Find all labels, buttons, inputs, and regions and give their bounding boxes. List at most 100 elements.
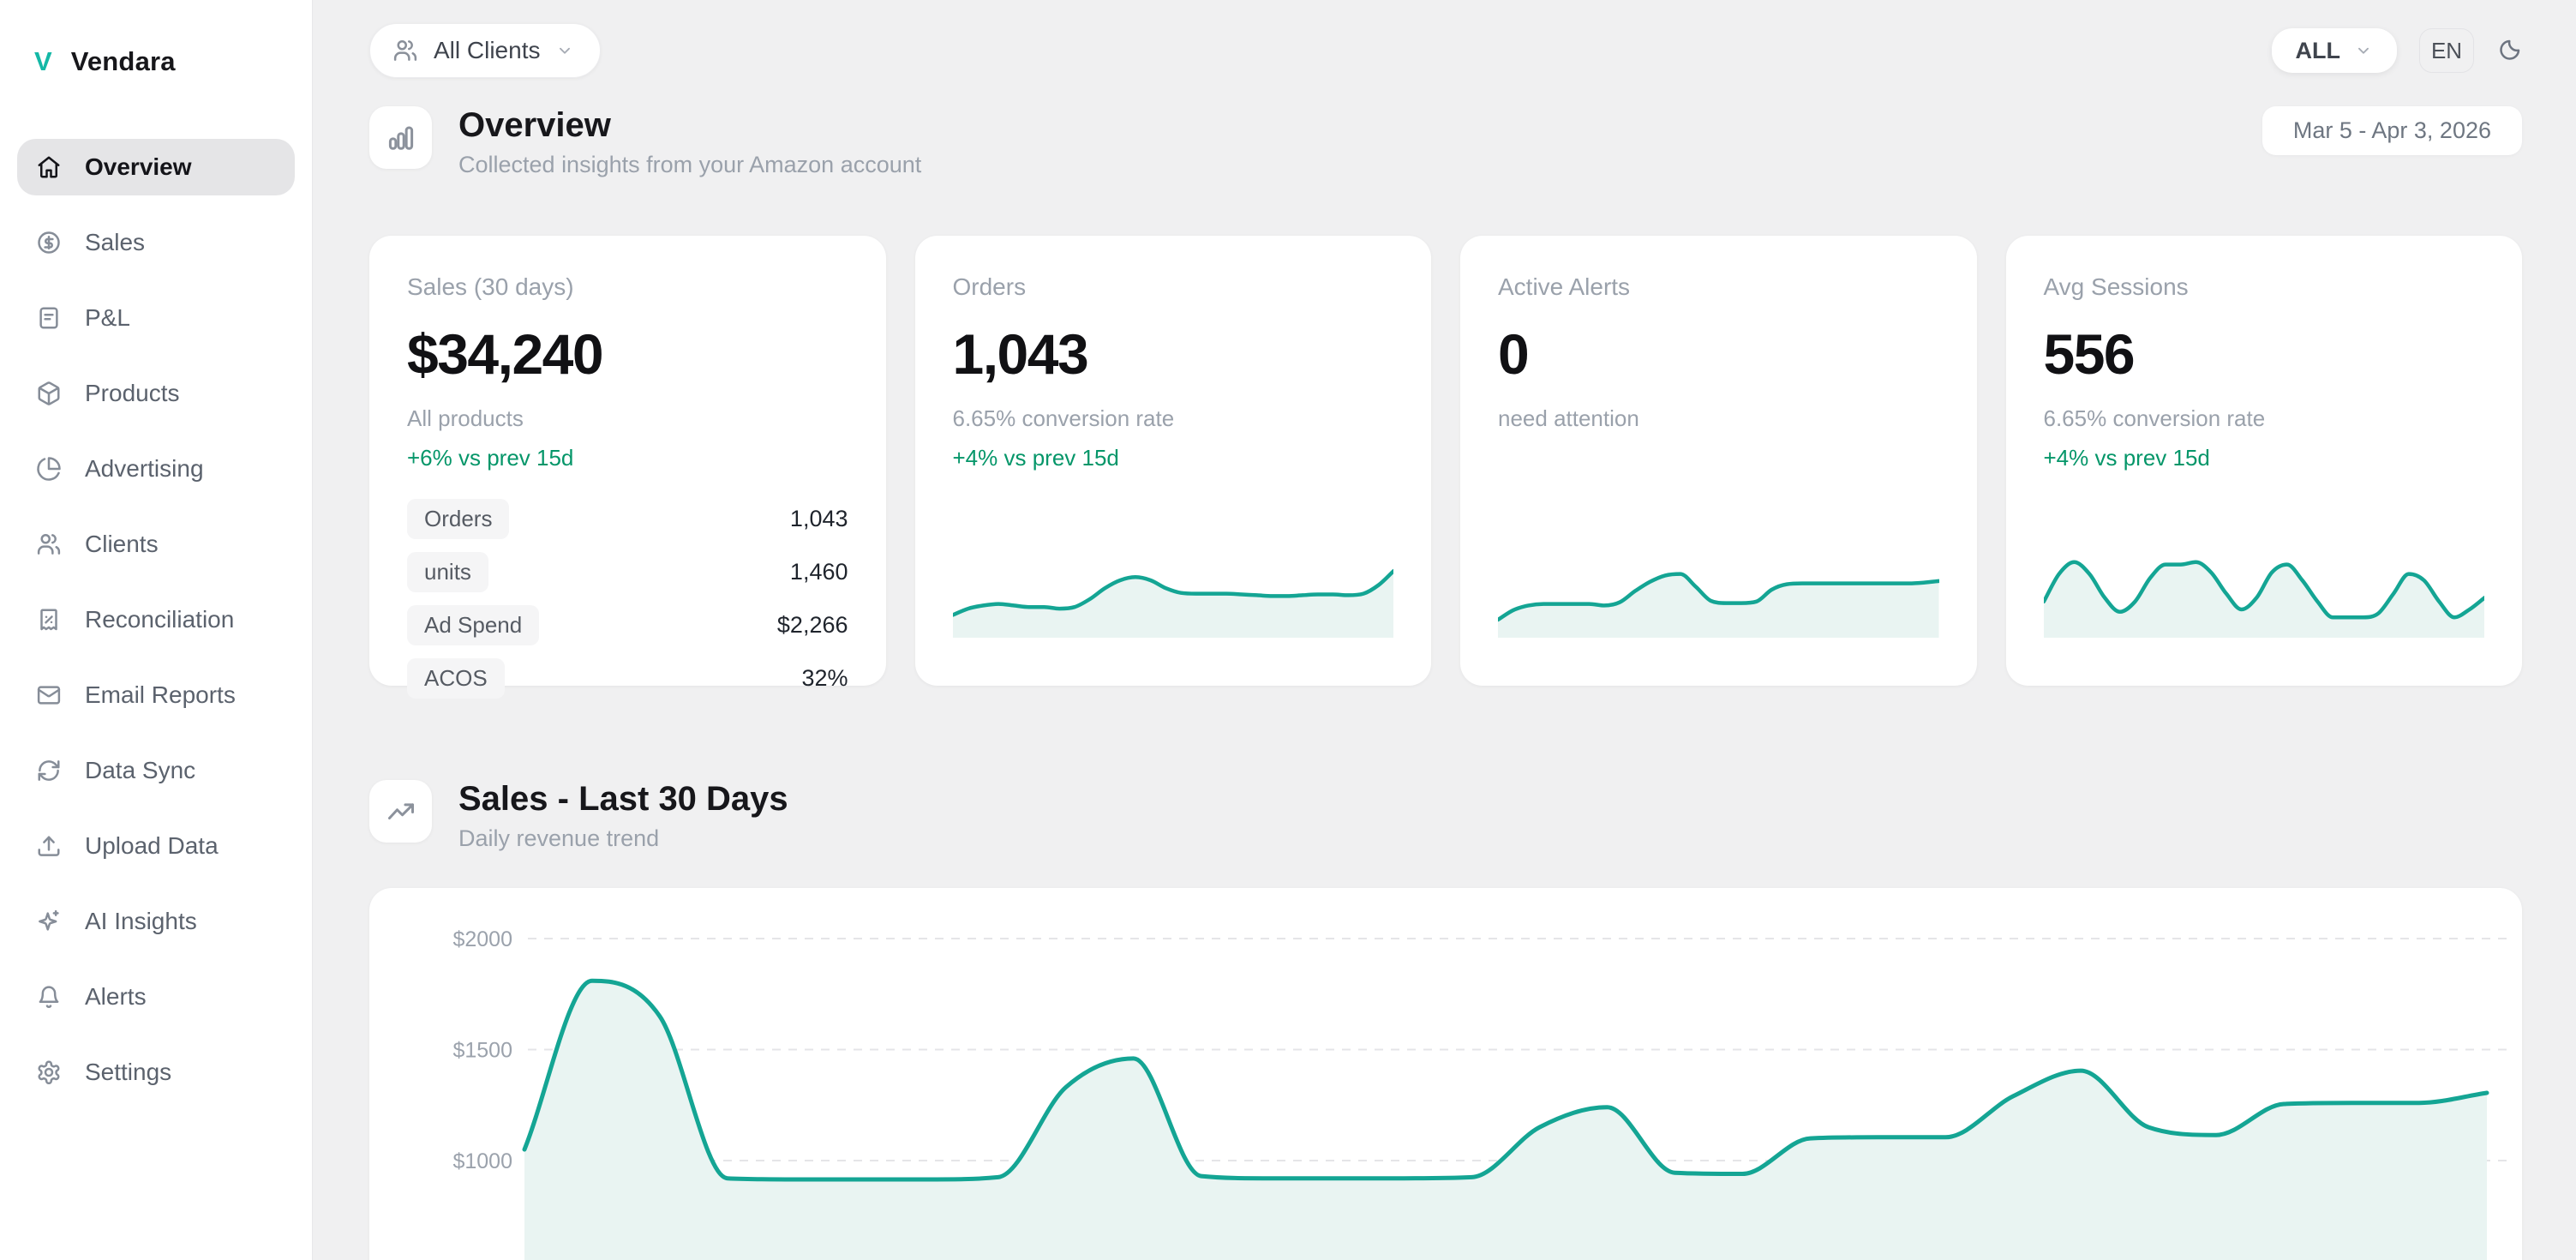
overview-icon-box <box>369 106 432 169</box>
circle-dollar-icon <box>36 230 62 255</box>
stat-cards-row: Sales (30 days) $34,240 All products +6%… <box>369 236 2522 699</box>
chevron-down-icon <box>555 41 574 60</box>
sidebar-item-label: Upload Data <box>85 832 219 859</box>
row-value: 1,460 <box>789 559 848 585</box>
brand-logo: V Vendara <box>17 45 295 79</box>
stat-card-orders: Orders 1,043 6.65% conversion rate +4% v… <box>914 236 1431 686</box>
client-selector[interactable]: All Clients <box>369 23 602 78</box>
sidebar-item-label: Data Sync <box>85 757 196 783</box>
mail-icon <box>36 682 62 708</box>
receipt-icon <box>36 607 62 633</box>
sparkles-icon <box>36 909 62 934</box>
sidebar-item-overview[interactable]: Overview <box>17 139 295 195</box>
sidebar-item-label: AI Insights <box>85 908 197 934</box>
sidebar-item-alerts[interactable]: Alerts <box>17 969 295 1025</box>
marketplace-selector-label: ALL <box>2295 37 2340 63</box>
main-content: All Clients ALL EN Overview Collected in… <box>314 0 2576 1260</box>
card-value: $34,240 <box>407 322 604 386</box>
row-key: ACOS <box>407 658 505 699</box>
card-label: Orders <box>952 273 1027 300</box>
date-range-label: Mar 5 - Apr 3, 2026 <box>2292 117 2491 143</box>
table-row: Orders 1,043 <box>407 499 848 539</box>
dark-mode-toggle[interactable] <box>2496 38 2522 63</box>
sales-section-header: Sales - Last 30 Days Daily revenue trend <box>369 780 2522 852</box>
sidebar-item-clients[interactable]: Clients <box>17 516 295 573</box>
card-sub: 6.65% conversion rate <box>952 405 1175 431</box>
topbar: All Clients ALL EN <box>369 23 2522 78</box>
card-label: Sales (30 days) <box>407 273 574 300</box>
sales-section-subtitle: Daily revenue trend <box>458 825 660 851</box>
sidebar-item-sales[interactable]: Sales <box>17 214 295 271</box>
sidebar-item-label: Advertising <box>85 455 204 482</box>
card-value: 556 <box>2043 322 2136 386</box>
sales-chart-card: $2000 $1500 $1000 <box>369 888 2522 1260</box>
topbar-right: ALL EN <box>2271 28 2522 73</box>
gear-icon <box>36 1059 62 1085</box>
orders-sparkline <box>952 537 1393 638</box>
trending-up-icon <box>386 796 416 827</box>
language-label: EN <box>2430 37 2463 63</box>
sidebar-nav: Overview Sales P&L Products Advertising Clien… <box>17 139 295 1101</box>
table-row: ACOS 32% <box>407 658 848 699</box>
sidebar-item-advertising[interactable]: Advertising <box>17 441 295 497</box>
card-sub: All products <box>407 405 524 431</box>
refresh-icon <box>36 758 62 783</box>
sidebar-item-data-sync[interactable]: Data Sync <box>17 742 295 799</box>
card-sub: 6.65% conversion rate <box>2043 405 2266 431</box>
sessions-sparkline <box>2043 537 2484 638</box>
client-selector-label: All Clients <box>434 37 541 63</box>
page-header: Overview Collected insights from your Am… <box>369 106 2522 178</box>
users-icon <box>36 531 62 557</box>
sidebar-item-upload-data[interactable]: Upload Data <box>17 818 295 874</box>
card-delta: +4% vs prev 15d <box>952 445 1119 471</box>
sidebar: V Vendara Overview Sales P&L Products Advert… <box>0 0 313 1260</box>
sidebar-item-label: Clients <box>85 531 159 557</box>
sidebar-item-label: Sales <box>85 229 146 255</box>
brand-name: Vendara <box>70 46 176 76</box>
row-value: 1,043 <box>789 506 848 531</box>
bell-icon <box>36 984 62 1010</box>
sidebar-item-email-reports[interactable]: Email Reports <box>17 667 295 723</box>
upload-icon <box>36 833 62 859</box>
sidebar-item-label: Email Reports <box>85 681 236 708</box>
row-key: Orders <box>407 499 510 539</box>
sidebar-item-settings[interactable]: Settings <box>17 1044 295 1101</box>
table-row: Ad Spend $2,266 <box>407 605 848 645</box>
svg-text:$2000: $2000 <box>452 927 512 951</box>
sales-breakdown-table: Orders 1,043 units 1,460 Ad Spend $2,266… <box>407 499 848 699</box>
home-icon <box>36 154 62 180</box>
page-title: Overview <box>458 106 611 144</box>
sidebar-item-ai-insights[interactable]: AI Insights <box>17 893 295 950</box>
sidebar-item-products[interactable]: Products <box>17 365 295 422</box>
card-delta: +4% vs prev 15d <box>2043 445 2210 471</box>
alerts-sparkline <box>1498 537 1939 638</box>
language-button[interactable]: EN <box>2419 28 2474 73</box>
svg-text:$1000: $1000 <box>452 1149 512 1173</box>
table-row: units 1,460 <box>407 552 848 592</box>
row-value: $2,266 <box>776 612 848 638</box>
package-icon <box>36 381 62 406</box>
sales-section-title: Sales - Last 30 Days <box>458 780 788 818</box>
sidebar-item-label: Reconciliation <box>85 606 235 633</box>
marketplace-selector[interactable]: ALL <box>2271 28 2397 73</box>
card-label: Avg Sessions <box>2043 273 2189 300</box>
card-value: 1,043 <box>952 322 1089 386</box>
svg-text:$1500: $1500 <box>452 1039 512 1063</box>
sidebar-item-label: Settings <box>85 1059 172 1085</box>
sidebar-item-label: Alerts <box>85 983 147 1010</box>
date-range-chip[interactable]: Mar 5 - Apr 3, 2026 <box>2261 106 2522 155</box>
sidebar-item-reconciliation[interactable]: Reconciliation <box>17 591 295 648</box>
card-label: Active Alerts <box>1498 273 1631 300</box>
page-subtitle: Collected insights from your Amazon acco… <box>458 152 922 177</box>
sidebar-item-label: P&L <box>85 304 130 331</box>
row-key: Ad Spend <box>407 605 540 645</box>
card-sub: need attention <box>1498 405 1639 431</box>
stat-card-sales: Sales (30 days) $34,240 All products +6%… <box>369 236 886 699</box>
stat-card-active-alerts: Active Alerts 0 need attention <box>1460 236 1977 686</box>
brand-logo-mark: V <box>34 46 52 76</box>
card-delta: +6% vs prev 15d <box>407 445 574 471</box>
sidebar-item-p-l[interactable]: P&L <box>17 290 295 346</box>
users-icon <box>392 38 418 63</box>
sidebar-item-label: Products <box>85 380 180 406</box>
bar-chart-icon <box>386 123 416 153</box>
